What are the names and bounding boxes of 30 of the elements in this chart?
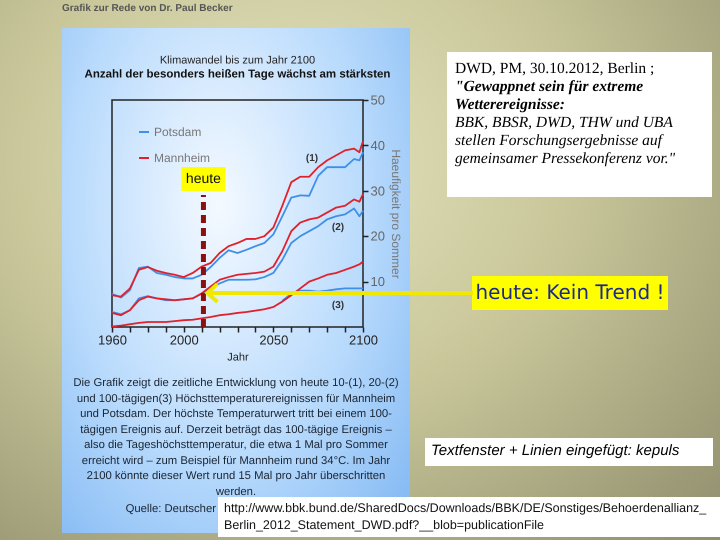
annotation: (1): [306, 153, 318, 164]
ref-line-label: heute: [186, 170, 222, 186]
x-tick-label: 1960: [98, 332, 127, 348]
legend-label: Mannheim: [154, 151, 210, 165]
chart-subtitle: Anzahl der besonders heißen Tage wächst am stärksten: [84, 68, 390, 80]
annotation: (2): [332, 222, 344, 233]
line-series: [111, 260, 364, 328]
y-tick-label: 10: [370, 274, 385, 290]
chart-title: Klimawandel bis zum Jahr 2100: [160, 54, 316, 66]
y-tick-label: 20: [370, 228, 385, 244]
x-tick-label: 2100: [349, 332, 378, 348]
annotation: (3): [332, 300, 344, 311]
line-series: [281, 288, 364, 302]
x-axis-title: Jahr: [227, 352, 250, 364]
text: BBK, BBSR, DWD, THW und UBA stellen Forschungsergebnisse auf gemeinsamer Pressekonferenz vor.": [455, 114, 676, 168]
annotation: heute: Kein Trend !: [475, 280, 665, 304]
text: http://www.bbk.bund.de/SharedDocs/Downloads/BBK/DE/Sonstiges/Behoerdenallianz_Berlin_2012_Statement_DWD.pdf?__blob=publicationFile: [218, 497, 720, 537]
legend-label: Potsdam: [154, 125, 202, 139]
text: Textfenster + Linien eingefügt: kepuls: [425, 438, 713, 466]
x-tick-label: 2000: [170, 332, 199, 348]
text: Die Grafik zeigt die zeitliche Entwicklung von heute 10-(1), 20-(2) und 100-tägigen(3) Höchsttemperaturereignissen für Mannheim und Potsdam. Der höchste Temperaturwert tritt bei einem 100-tägigen Ereignis auf. Derzeit beträgt das 100-tägige Ereignis – also die Tageshöchsttemperatur, die etwa 1 Mal pro Sommer erreicht wird – zum Beispiel für Mannheim rund 34°C. Im Jahr 2100 könnte dieser Wert rund 15 Mal pro Jahr überschritten werden.: [72, 376, 400, 500]
text: Grafik zur Rede von Dr. Paul Becker: [62, 3, 233, 14]
y-axis-title: Haeufigkeit pro Sommer: [388, 149, 403, 279]
y-tick-label: 30: [370, 183, 385, 198]
text: DWD, PM, 30.10.2012, Berlin ;: [455, 60, 656, 78]
text: "Gewappnet sein für extreme Wetterereignisse:: [455, 78, 644, 114]
y-tick-label: 40: [370, 138, 385, 153]
y-tick-label: 50: [370, 92, 385, 108]
source-note: Quelle: Deutscher: [124, 503, 216, 515]
x-tick-label: 2050: [259, 332, 288, 348]
